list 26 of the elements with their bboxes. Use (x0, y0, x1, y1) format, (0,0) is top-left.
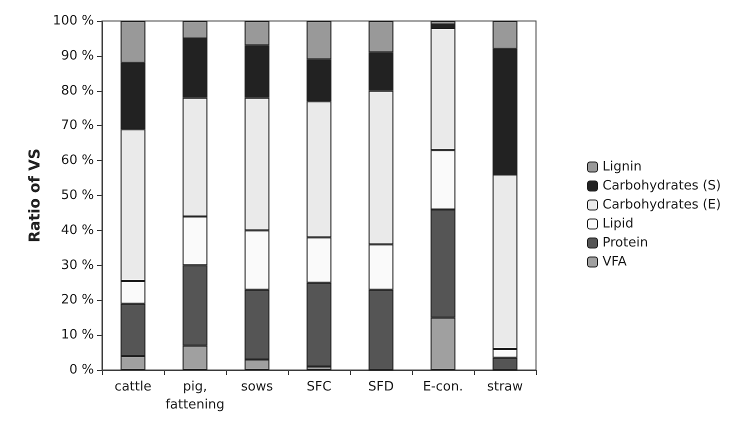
legend-label: Carbohydrates (E) (602, 198, 721, 212)
x-tick-label: E-con. (422, 380, 464, 394)
y-axis-title: Ratio of VS (25, 148, 44, 242)
y-tick-label: 30 % (60, 258, 94, 273)
y-tick-label: 10 % (60, 328, 94, 343)
legend-label: Lignin (602, 160, 642, 174)
bar (430, 21, 456, 24)
x-tick-label: cattle (114, 380, 152, 394)
legend-label: VFA (602, 254, 627, 270)
legend-label: Lipid (602, 216, 634, 232)
x-tick-label: pig, fattening (165, 380, 225, 412)
x-tick-label: SFD (368, 380, 394, 394)
y-tick-label: 20 % (60, 292, 94, 308)
y-tick-label: 50 % (60, 188, 94, 203)
y-tick-label: 60 % (60, 153, 94, 168)
legend-label: Carbohydrates (S) (602, 178, 722, 194)
y-tick-label: 90 % (60, 48, 94, 64)
x-tick-label: sows (240, 380, 274, 394)
y-tick-label: 0 % (69, 362, 94, 378)
y-tick-label: 80 % (60, 83, 94, 98)
x-tick-label: SFC (306, 380, 332, 394)
y-tick-label: 70 % (60, 118, 94, 134)
x-tick-label: straw (487, 380, 524, 394)
legend-label: Protein (602, 236, 648, 250)
y-tick-label: 100 % (52, 14, 94, 28)
y-tick-label: 40 % (60, 222, 94, 238)
